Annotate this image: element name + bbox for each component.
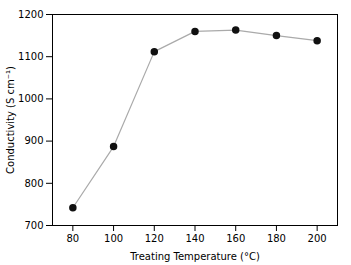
svg-text:Treating Temperature (°C): Treating Temperature (°C) (129, 251, 260, 262)
svg-text:140: 140 (185, 233, 204, 244)
svg-text:100: 100 (104, 233, 123, 244)
svg-text:1200: 1200 (18, 9, 43, 20)
svg-text:160: 160 (226, 233, 245, 244)
svg-text:700: 700 (24, 220, 43, 231)
svg-text:120: 120 (145, 233, 164, 244)
svg-text:180: 180 (267, 233, 286, 244)
svg-text:1000: 1000 (18, 93, 43, 104)
svg-text:Conductivity (S cm⁻¹): Conductivity (S cm⁻¹) (5, 66, 16, 174)
svg-text:800: 800 (24, 178, 43, 189)
svg-text:900: 900 (24, 135, 43, 146)
svg-text:80: 80 (66, 233, 79, 244)
svg-text:200: 200 (308, 233, 327, 244)
svg-text:1100: 1100 (18, 51, 43, 62)
